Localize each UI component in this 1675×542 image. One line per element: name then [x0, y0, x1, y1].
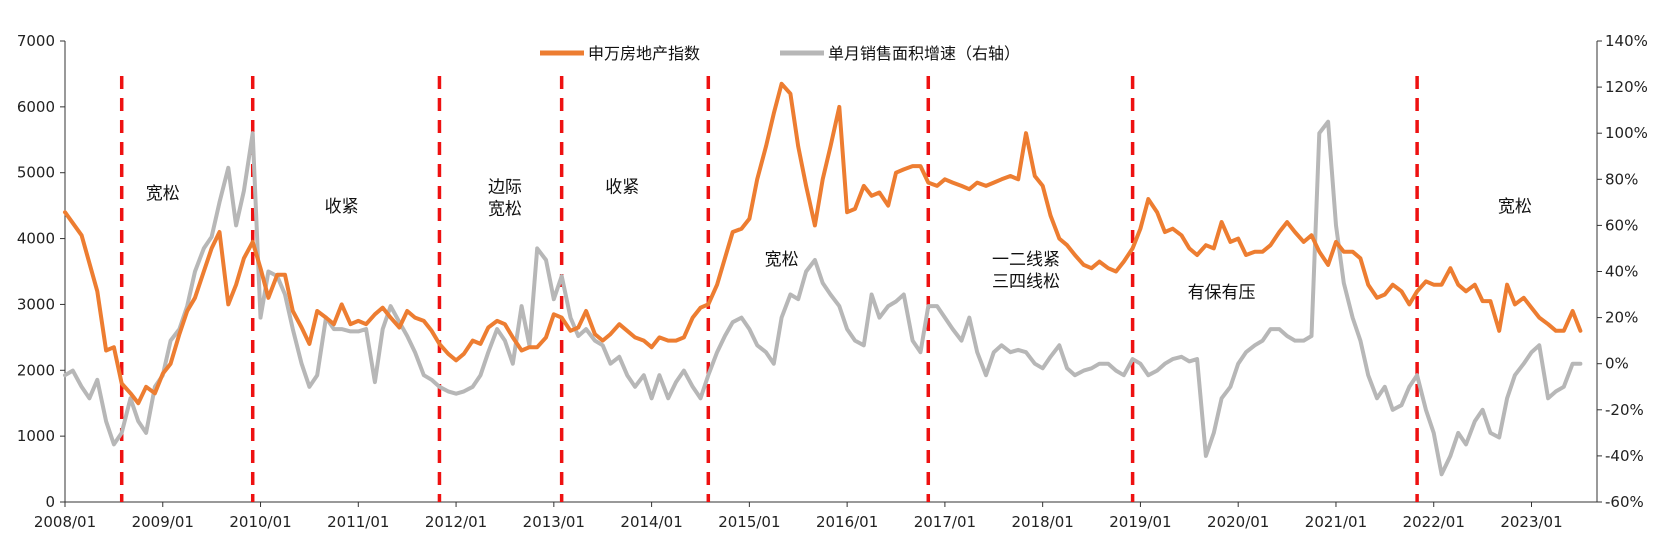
- policy-annotation: 宽松: [146, 184, 180, 204]
- legend-label: 单月销售面积增速（右轴）: [828, 44, 1020, 63]
- right-axis-ticks: -60% -40% -20% 0% 20% 40% 60% 80% 100% 120% 140%: [1597, 32, 1648, 511]
- x-tick-label: 2010/01: [229, 513, 291, 531]
- policy-annotation: 一二线紧: [992, 250, 1060, 270]
- legend: 申万房地产指数 单月销售面积增速（右轴）: [540, 44, 1020, 63]
- policy-annotation: 收紧: [325, 197, 359, 217]
- right-tick-label: -20%: [1605, 401, 1644, 419]
- right-tick-label: 120%: [1605, 78, 1648, 96]
- legend-label: 申万房地产指数: [588, 44, 700, 63]
- left-tick-label: 4000: [17, 230, 55, 248]
- x-tick-label: 2019/01: [1109, 513, 1171, 531]
- left-tick-label: 2000: [17, 361, 55, 379]
- x-tick-label: 2023/01: [1500, 513, 1562, 531]
- plot-frame: [64, 41, 1598, 503]
- right-tick-label: 40%: [1605, 263, 1638, 281]
- right-tick-label: -60%: [1605, 493, 1644, 511]
- policy-annotation: 三四线松: [992, 272, 1060, 292]
- series-line-sales-growth: [63, 119, 1583, 477]
- right-tick-label: 0%: [1605, 355, 1629, 373]
- right-tick-label: 80%: [1605, 170, 1638, 188]
- x-tick-label: 2013/01: [523, 513, 585, 531]
- x-tick-label: 2022/01: [1403, 513, 1465, 531]
- series-lines: [63, 81, 1583, 477]
- right-tick-label: 20%: [1605, 309, 1638, 327]
- x-tick-label: 2021/01: [1305, 513, 1367, 531]
- x-tick-label: 2020/01: [1207, 513, 1269, 531]
- left-tick-label: 5000: [17, 164, 55, 182]
- policy-annotation: 边际: [488, 177, 522, 197]
- x-tick-label: 2016/01: [816, 513, 878, 531]
- x-axis-ticks: 2008/01 2009/01 2010/01 2011/01 2012/01 2013/…: [34, 502, 1563, 531]
- left-axis-ticks: 0 1000 2000 3000 4000 5000 6000 7000: [17, 32, 65, 511]
- policy-annotation: 宽松: [1498, 197, 1532, 217]
- right-tick-label: 100%: [1605, 124, 1648, 142]
- x-tick-label: 2009/01: [132, 513, 194, 531]
- x-tick-label: 2018/01: [1012, 513, 1074, 531]
- x-tick-label: 2014/01: [620, 513, 682, 531]
- x-tick-label: 2008/01: [34, 513, 96, 531]
- right-tick-label: 60%: [1605, 216, 1638, 234]
- left-tick-label: 7000: [17, 32, 55, 50]
- x-tick-label: 2011/01: [327, 513, 389, 531]
- left-tick-label: 1000: [17, 427, 55, 445]
- right-tick-label: -40%: [1605, 447, 1644, 465]
- policy-annotation: 收紧: [605, 177, 639, 197]
- series-line-index: [63, 81, 1583, 406]
- left-tick-label: 6000: [17, 98, 55, 116]
- left-tick-label: 0: [45, 493, 55, 511]
- policy-annotation: 宽松: [765, 250, 799, 270]
- right-tick-label: 140%: [1605, 32, 1648, 50]
- x-tick-label: 2012/01: [425, 513, 487, 531]
- policy-annotation: 宽松: [488, 199, 522, 219]
- x-tick-label: 2017/01: [914, 513, 976, 531]
- x-tick-label: 2015/01: [718, 513, 780, 531]
- policy-annotation: 有保有压: [1188, 283, 1256, 303]
- left-tick-label: 3000: [17, 295, 55, 313]
